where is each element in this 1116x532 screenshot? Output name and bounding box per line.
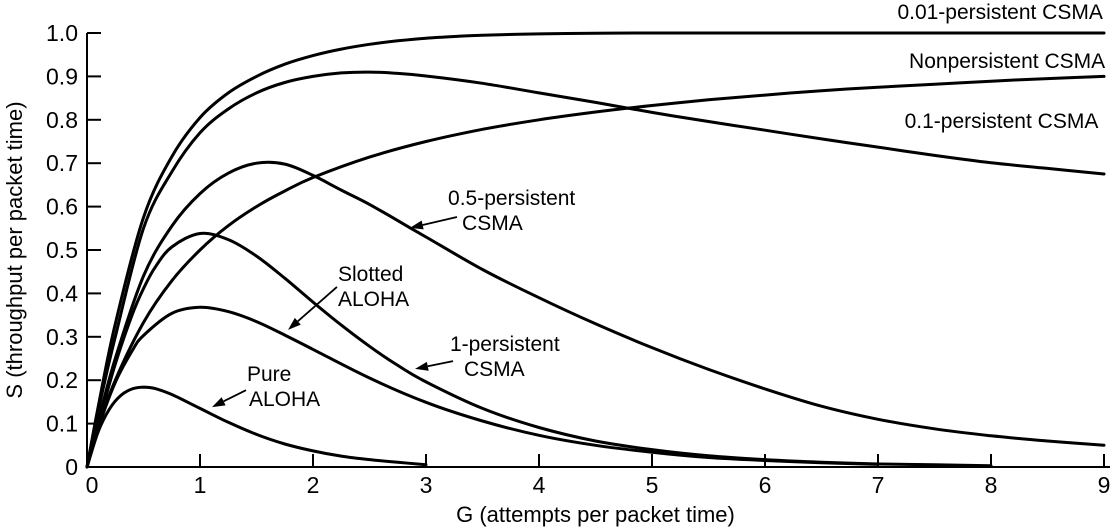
y-tick-label: 0.6 [46, 194, 78, 220]
x-tick-label: 6 [759, 472, 772, 498]
y-tick-label: 0 [65, 454, 78, 480]
x-tick-label: 9 [1098, 472, 1111, 498]
label-pure-aloha-arrow-shaft [223, 389, 247, 403]
y-tick-label: 0.8 [46, 107, 78, 133]
label-1-persistent-csma-text: 1-persistent [450, 333, 560, 356]
curve-nonpersistent-csma [85, 74, 1106, 469]
label-001-persistent-csma: 0.01-persistent CSMA [897, 1, 1102, 24]
x-tick-label: 2 [307, 472, 320, 498]
y-tick-label: 0.4 [46, 280, 78, 306]
curves [85, 31, 1106, 469]
y-tick-label: 0.1 [46, 411, 78, 437]
label-1-persistent-csma-text: CSMA [464, 358, 525, 381]
label-slotted-aloha-text: Slotted [338, 263, 403, 286]
x-tick-label: 5 [646, 472, 659, 498]
curve-slotted-aloha [85, 305, 880, 469]
label-slotted-aloha-text: ALOHA [338, 288, 409, 311]
label-01-persistent-csma-text: 0.1-persistent CSMA [905, 110, 1099, 133]
label-1-persistent-csma-arrow-head [415, 361, 429, 371]
x-tick-label: 8 [985, 472, 998, 498]
x-tick-label: 4 [533, 472, 546, 498]
curve-0-01-persistent-csma [85, 31, 1106, 469]
x-axis-title: G (attempts per packet time) [456, 502, 735, 527]
y-tick-label: 0.9 [46, 63, 78, 89]
label-001-persistent-csma-text: 0.01-persistent CSMA [897, 1, 1102, 24]
label-nonpersistent-csma: Nonpersistent CSMA [909, 50, 1105, 73]
curve-0-5-persistent-csma [85, 160, 1106, 469]
y-tick-label: 0.2 [46, 367, 78, 393]
label-05-persistent-csma-arrow-shaft [422, 216, 458, 226]
label-pure-aloha-arrow-head [211, 397, 226, 408]
label-slotted-aloha-arrow-head [288, 317, 301, 330]
y-axis-title: S (throughput per packet time) [2, 101, 27, 398]
curve-pure-aloha [85, 385, 428, 469]
y-tick-label: 0.7 [46, 150, 78, 176]
annotations: 0.01-persistent CSMA Nonpersistent CSMA 0.… [211, 1, 1105, 411]
label-pure-aloha-text: ALOHA [249, 388, 320, 411]
axes: 0 0.1 0.2 0.3 0.4 0.5 0.6 0.7 0.8 0.9 1.0 0 1 2 3 4 5 6 7 8… [2, 20, 1110, 527]
label-1-persistent-csma-arrow-shaft [427, 360, 454, 368]
label-nonpersistent-csma-text: Nonpersistent CSMA [909, 50, 1105, 73]
label-slotted-aloha-arrow-shaft [297, 286, 338, 322]
curve-0-1-persistent-csma [85, 70, 1106, 469]
label-05-persistent-csma-arrow-head [409, 220, 424, 230]
label-05-persistent-csma-text: CSMA [462, 212, 523, 235]
label-pure-aloha-text: Pure [247, 363, 291, 386]
x-tick-label: 1 [194, 472, 207, 498]
label-01-persistent-csma: 0.1-persistent CSMA [905, 110, 1099, 133]
y-tick-label: 0.5 [46, 237, 78, 263]
curve-1-persistent-csma [85, 231, 993, 469]
x-tick-label: 3 [420, 472, 433, 498]
x-tick-label: 7 [872, 472, 885, 498]
label-05-persistent-csma-text: 0.5-persistent [448, 187, 575, 210]
x-tick-label: 0 [86, 472, 99, 498]
y-tick-label: 1.0 [46, 20, 78, 46]
y-tick-label: 0.3 [46, 324, 78, 350]
